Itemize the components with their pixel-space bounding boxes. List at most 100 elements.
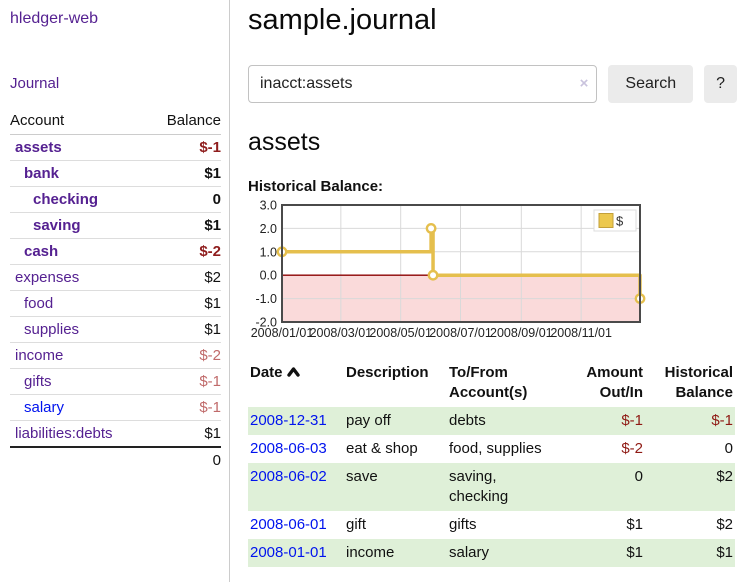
register-table: Date Description To/From Account(s) Amou… (248, 361, 735, 567)
accounts-header-balance: Balance (148, 109, 221, 135)
account-link-saving[interactable]: saving (33, 217, 81, 234)
search-box: × (248, 65, 598, 103)
account-link-expenses[interactable]: expenses (15, 269, 80, 286)
account-link-supplies[interactable]: supplies (24, 321, 80, 338)
account-name-cell: assets (10, 135, 148, 161)
account-name-cell: liabilities:debts (10, 421, 148, 448)
transaction-date-link[interactable]: 2008-06-02 (250, 468, 327, 485)
register-table-body: 2008-12-31 pay off debts $-1 $-1 2008-06-03 ea… (248, 407, 735, 567)
sidebar-item-journal[interactable]: Journal (10, 75, 60, 92)
account-balance: $-2 (199, 347, 221, 364)
accounts-table-body: assets $-1 bank $1 checking 0 saving $1 cash $-2 e… (10, 135, 221, 448)
transaction-description: gift (346, 516, 367, 533)
transaction-description: save (346, 468, 378, 485)
transaction-date-link[interactable]: 2008-06-03 (250, 440, 327, 457)
account-row: food $1 (10, 291, 221, 317)
accounts-total-value: 0 (148, 446, 221, 473)
account-link-food[interactable]: food (24, 295, 54, 312)
account-name-cell: bank (10, 161, 148, 187)
transaction-accounts: saving, checking (449, 468, 509, 505)
chart-heading: Historical Balance: (248, 178, 384, 195)
svg-text:2008/03/01: 2008/03/01 (310, 326, 373, 340)
help-button[interactable]: ? (704, 65, 737, 103)
account-row: salary $-1 (10, 395, 221, 421)
transaction-accounts: gifts (449, 516, 477, 533)
account-row: bank $1 (10, 161, 221, 187)
svg-text:2.0: 2.0 (260, 222, 277, 236)
svg-text:2008/07/01: 2008/07/01 (429, 326, 492, 340)
account-balance: $1 (204, 217, 221, 234)
account-name-cell: gifts (10, 369, 148, 395)
search-button[interactable]: Search (608, 65, 694, 103)
accounts-table: Account Balance assets $-1 bank $1 checking 0… (10, 109, 221, 473)
svg-text:$: $ (616, 214, 624, 229)
app-title-link[interactable]: hledger-web (10, 10, 99, 27)
account-link-income[interactable]: income (15, 347, 64, 364)
account-balance: $1 (204, 321, 221, 338)
transaction-amount: $-1 (621, 412, 643, 429)
account-name-cell: cash (10, 239, 148, 265)
svg-text:-1.0: -1.0 (255, 292, 277, 306)
account-row: saving $1 (10, 213, 221, 239)
account-row: expenses $2 (10, 265, 221, 291)
transaction-date-cell: 2008-06-02 (248, 463, 344, 511)
transaction-date-link[interactable]: 2008-06-01 (250, 516, 327, 533)
transaction-date-cell: 2008-12-31 (248, 407, 344, 435)
account-balance: $1 (204, 295, 221, 312)
account-link-salary[interactable]: salary (24, 399, 65, 416)
svg-text:2008/05/01: 2008/05/01 (369, 326, 432, 340)
clear-search-icon[interactable]: × (579, 75, 589, 92)
transaction-balance: 0 (724, 440, 733, 457)
transaction-description: pay off (346, 412, 391, 429)
account-row: liabilities:debts $1 (10, 421, 221, 448)
transaction-date-link[interactable]: 2008-12-31 (250, 412, 327, 429)
account-row: cash $-2 (10, 239, 221, 265)
account-link-cash[interactable]: cash (24, 243, 59, 260)
transaction-row: 2008-06-03 eat & shop food, supplies $-2 0 (248, 435, 735, 463)
account-name-cell: salary (10, 395, 148, 421)
svg-text:1.0: 1.0 (260, 245, 277, 259)
account-link-gifts[interactable]: gifts (24, 373, 52, 390)
transaction-accounts: salary (449, 544, 490, 561)
transaction-accounts: food, supplies (449, 440, 542, 457)
svg-text:-2.0: -2.0 (255, 316, 277, 330)
register-header-date-label: Date (250, 364, 283, 381)
account-name-cell: checking (10, 187, 148, 213)
account-balance: $2 (204, 269, 221, 286)
register-header-accounts: To/From Account(s) (449, 364, 528, 401)
svg-text:2008/01/01: 2008/01/01 (251, 326, 314, 340)
transaction-row: 2008-01-01 income salary $1 $1 (248, 539, 735, 567)
account-row: assets $-1 (10, 135, 221, 161)
account-balance: $-1 (199, 139, 221, 156)
transaction-row: 2008-06-01 gift gifts $1 $2 (248, 511, 735, 539)
account-heading: assets (248, 128, 321, 156)
account-name-cell: supplies (10, 317, 148, 343)
transaction-row: 2008-06-02 save saving, checking 0 $2 (248, 463, 735, 511)
account-row: checking 0 (10, 187, 221, 213)
accounts-total-spacer (10, 446, 149, 473)
transaction-amount: $1 (626, 544, 643, 561)
page-title: sample.journal (248, 4, 437, 36)
account-balance: $-1 (199, 399, 221, 416)
svg-text:2008/11/01: 2008/11/01 (550, 326, 612, 340)
transaction-accounts: debts (449, 412, 486, 429)
account-link-bank[interactable]: bank (24, 165, 60, 182)
transaction-description: eat & shop (346, 440, 418, 457)
account-name-cell: food (10, 291, 148, 317)
transaction-date-link[interactable]: 2008-01-01 (250, 544, 327, 561)
search-input[interactable] (248, 65, 598, 103)
account-link-liabilities-debts[interactable]: liabilities:debts (15, 425, 113, 442)
search-row: × Search ? (248, 65, 737, 103)
register-header-description: Description (346, 364, 429, 381)
transaction-amount: $-2 (621, 440, 643, 457)
sidebar: hledger-web Journal Account Balance asse… (0, 0, 230, 582)
account-row: supplies $1 (10, 317, 221, 343)
historical-balance-chart: $3.0 2.0 1.0 0.0 -1.0 -2.02008/01/012008/03/0… (251, 200, 646, 340)
transaction-description: income (346, 544, 395, 561)
register-header-date[interactable]: Date (248, 361, 344, 407)
account-link-checking[interactable]: checking (33, 191, 99, 208)
account-balance: $1 (204, 165, 221, 182)
main-content: sample.journal × Search ? assets Histori… (248, 0, 737, 567)
account-link-assets[interactable]: assets (15, 139, 62, 156)
transaction-balance: $2 (716, 468, 733, 485)
